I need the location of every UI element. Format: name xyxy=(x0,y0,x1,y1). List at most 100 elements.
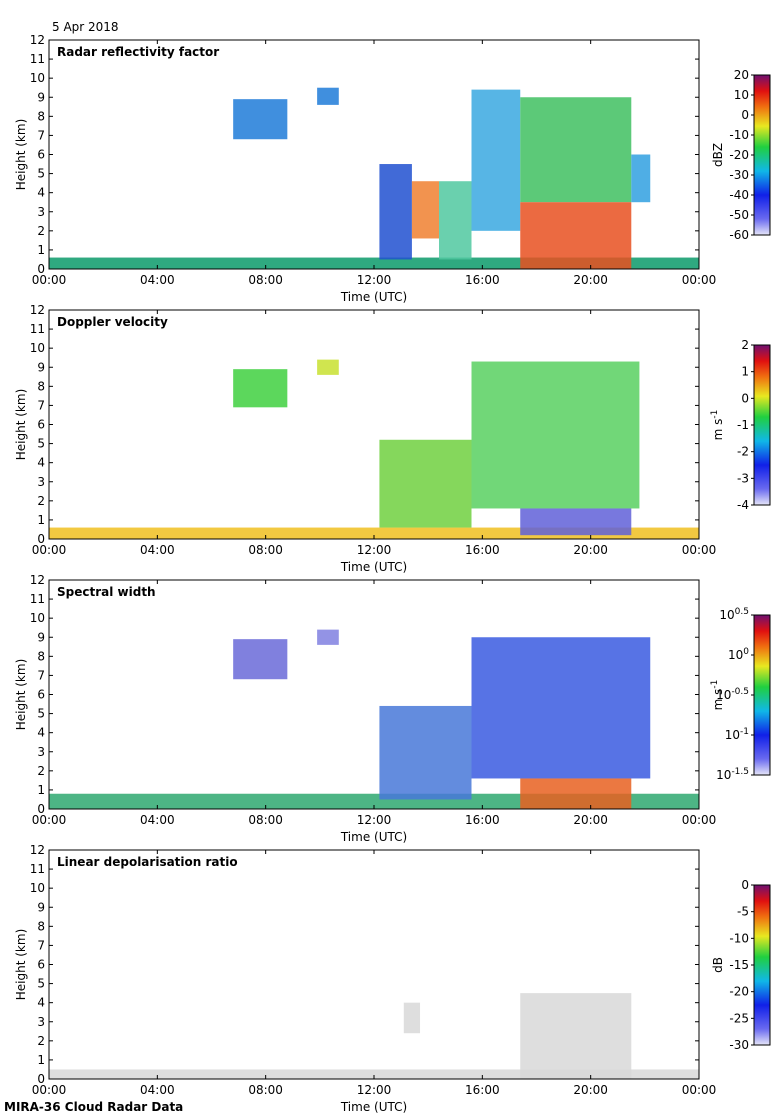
colorbar-tick-label: -30 xyxy=(729,168,749,182)
echo-region xyxy=(317,359,339,375)
date-label: 5 Apr 2018 xyxy=(52,20,119,34)
colorbar-label: dB xyxy=(711,957,725,973)
echo-region xyxy=(233,639,288,680)
x-axis-label: Time (UTC) xyxy=(340,830,407,844)
y-tick-label: 11 xyxy=(30,862,45,876)
x-tick-label: 08:00 xyxy=(248,543,283,557)
colorbar-tick-label: 10-1.5 xyxy=(716,767,749,782)
x-tick-label: 00:00 xyxy=(682,813,717,827)
y-tick-label: 10 xyxy=(30,71,45,85)
panel-1: Radar reflectivity factor012345678910111… xyxy=(14,33,771,304)
colorbar-label-exponent: -1 xyxy=(710,410,720,419)
colorbar-tick-label: 0 xyxy=(741,391,749,405)
x-axis-label: Time (UTC) xyxy=(340,1100,407,1114)
y-tick-label: 1 xyxy=(37,1053,45,1067)
colorbar-tick-exponent: 0 xyxy=(743,647,749,657)
y-tick-label: 11 xyxy=(30,52,45,66)
panel-title: Doppler velocity xyxy=(57,315,168,329)
x-tick-label: 20:00 xyxy=(573,1083,608,1097)
x-tick-label: 00:00 xyxy=(32,273,67,287)
y-tick-label: 5 xyxy=(37,437,45,451)
x-tick-label: 00:00 xyxy=(32,813,67,827)
colorbar-tick-label: 20 xyxy=(734,68,749,82)
y-tick-label: 9 xyxy=(37,630,45,644)
y-tick-label: 3 xyxy=(37,1015,45,1029)
x-tick-label: 12:00 xyxy=(357,273,392,287)
y-axis-label: Height (km) xyxy=(14,389,28,460)
colorbar-label: dBZ xyxy=(711,143,725,167)
colorbar-tick-exponent: -1 xyxy=(740,727,749,737)
y-tick-label: 4 xyxy=(37,456,45,470)
x-tick-label: 16:00 xyxy=(465,1083,500,1097)
x-tick-label: 12:00 xyxy=(357,813,392,827)
echo-region xyxy=(49,1069,699,1079)
colorbar-tick-label: -1 xyxy=(737,418,749,432)
colorbar-tick-label: -40 xyxy=(729,188,749,202)
echo-region xyxy=(49,527,699,539)
echo-region xyxy=(403,1002,421,1034)
y-tick-label: 8 xyxy=(37,919,45,933)
y-tick-label: 3 xyxy=(37,745,45,759)
panel-title: Linear depolarisation ratio xyxy=(57,855,238,869)
y-tick-label: 4 xyxy=(37,186,45,200)
colorbar-label: m s-1 xyxy=(710,680,725,711)
echo-region xyxy=(520,508,632,536)
y-tick-label: 2 xyxy=(37,494,45,508)
colorbar-tick-label: -50 xyxy=(729,208,749,222)
x-tick-label: 16:00 xyxy=(465,813,500,827)
x-tick-label: 00:00 xyxy=(682,1083,717,1097)
y-tick-label: 8 xyxy=(37,109,45,123)
y-tick-label: 4 xyxy=(37,996,45,1010)
x-tick-label: 04:00 xyxy=(140,273,175,287)
y-tick-label: 12 xyxy=(30,33,45,47)
y-axis-label: Height (km) xyxy=(14,119,28,190)
x-tick-label: 04:00 xyxy=(140,813,175,827)
colorbar-tick-label: -25 xyxy=(729,1011,749,1025)
y-tick-label: 10 xyxy=(30,881,45,895)
colorbar xyxy=(753,74,771,236)
y-tick-label: 3 xyxy=(37,475,45,489)
y-tick-label: 9 xyxy=(37,900,45,914)
echo-region xyxy=(520,778,632,809)
colorbar-label: m s-1 xyxy=(710,410,725,441)
colorbar-label-exponent: -1 xyxy=(710,680,720,689)
x-tick-label: 12:00 xyxy=(357,543,392,557)
colorbar-tick-label: 10 xyxy=(734,88,749,102)
y-tick-label: 2 xyxy=(37,1034,45,1048)
y-tick-label: 12 xyxy=(30,843,45,857)
colorbar-tick-label: -20 xyxy=(729,148,749,162)
panel-4: Linear depolarisation ratio0123456789101… xyxy=(14,843,771,1114)
y-tick-label: 5 xyxy=(37,707,45,721)
colorbar-tick-label: 0 xyxy=(741,878,749,892)
y-tick-label: 1 xyxy=(37,783,45,797)
x-tick-label: 04:00 xyxy=(140,543,175,557)
x-tick-label: 20:00 xyxy=(573,543,608,557)
x-tick-label: 08:00 xyxy=(248,273,283,287)
x-axis-label: Time (UTC) xyxy=(340,560,407,574)
x-tick-label: 00:00 xyxy=(682,543,717,557)
x-tick-label: 20:00 xyxy=(573,273,608,287)
colorbar-tick-label: 100 xyxy=(728,647,749,662)
x-tick-label: 20:00 xyxy=(573,813,608,827)
echo-region xyxy=(379,164,412,260)
panel-title: Radar reflectivity factor xyxy=(57,45,219,59)
footer-label: MIRA-36 Cloud Radar Data xyxy=(4,1100,184,1114)
colorbar-tick-label: 1 xyxy=(741,365,749,379)
y-tick-label: 8 xyxy=(37,649,45,663)
x-tick-label: 08:00 xyxy=(248,1083,283,1097)
colorbar-tick-exponent: -1.5 xyxy=(731,767,749,777)
y-tick-label: 6 xyxy=(37,688,45,702)
echo-region xyxy=(379,705,472,800)
x-tick-label: 08:00 xyxy=(248,813,283,827)
y-tick-label: 1 xyxy=(37,243,45,257)
colorbar-tick-label: -3 xyxy=(737,471,749,485)
colorbar-tick-label: -2 xyxy=(737,445,749,459)
echo-region xyxy=(471,637,651,779)
colorbar-tick-label: 2 xyxy=(741,338,749,352)
y-tick-label: 0 xyxy=(37,262,45,276)
x-tick-label: 12:00 xyxy=(357,1083,392,1097)
y-tick-label: 1 xyxy=(37,513,45,527)
